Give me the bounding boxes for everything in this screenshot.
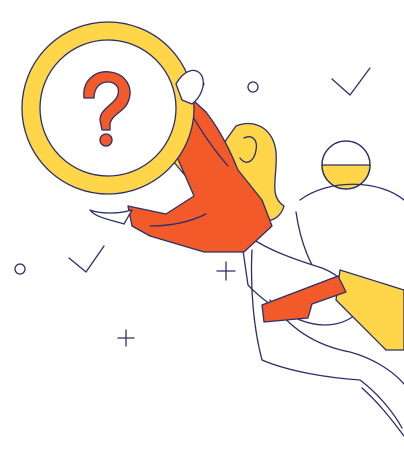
circle-icon — [15, 264, 25, 274]
plus-icon — [118, 330, 134, 346]
circle-icon — [248, 82, 258, 92]
checkmark-icon — [69, 246, 104, 272]
woman-leg — [336, 270, 404, 350]
background-circle — [322, 141, 370, 189]
checkmark-icon — [332, 68, 370, 95]
plus-icon — [217, 262, 235, 280]
